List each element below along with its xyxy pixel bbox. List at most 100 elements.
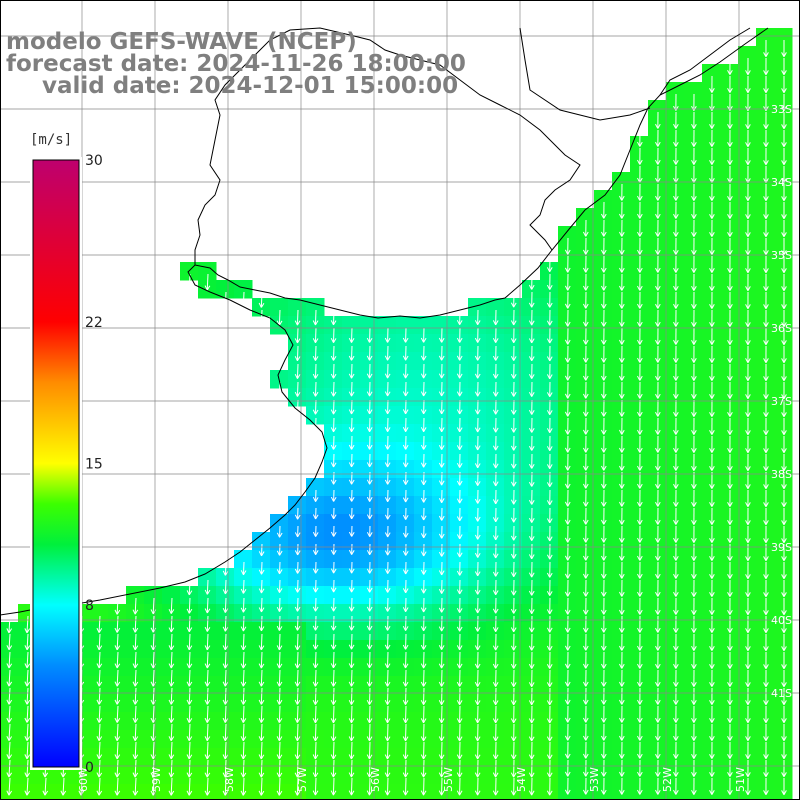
wind-arrow [528, 273, 535, 290]
wind-cell [378, 514, 397, 533]
wind-arrow [727, 75, 733, 93]
wind-arrow [618, 759, 625, 777]
wind-arrow [600, 381, 607, 399]
wind-arrow [745, 345, 751, 363]
wind-arrow [438, 579, 445, 594]
wind-cell [306, 316, 325, 335]
wind-arrow [492, 309, 499, 326]
wind-cell [378, 568, 397, 587]
wind-cell [468, 568, 487, 587]
wind-arrow [528, 579, 535, 596]
wind-arrow [546, 417, 553, 433]
wind-arrow [618, 399, 625, 417]
wind-arrow [618, 705, 625, 723]
wind-arrow [312, 363, 319, 379]
wind-arrow [258, 615, 265, 632]
wind-arrow [366, 507, 373, 520]
wind-cell [306, 586, 325, 605]
wind-arrow [330, 615, 337, 631]
wind-arrow [781, 741, 787, 760]
wind-cell [486, 334, 505, 353]
wind-arrow [727, 57, 733, 75]
wind-arrow [222, 705, 229, 723]
wind-arrow [546, 453, 553, 470]
wind-arrow [618, 471, 625, 489]
wind-arrow [691, 201, 697, 219]
wind-arrow [258, 741, 265, 760]
wind-arrow [745, 579, 751, 597]
wind-cell [414, 622, 433, 641]
wind-arrow [673, 741, 679, 759]
wind-arrow [24, 777, 31, 796]
wind-cell [324, 424, 343, 443]
wind-arrow [709, 363, 715, 381]
wind-arrow [709, 273, 715, 291]
wind-arrow [564, 579, 571, 597]
wind-cell [396, 370, 415, 389]
wind-arrow [564, 777, 571, 795]
wind-arrow [781, 147, 787, 166]
wind-cell [270, 298, 289, 317]
wind-cell [468, 586, 487, 605]
wind-arrow [474, 489, 481, 504]
lat-tick-label: 37S [771, 395, 792, 408]
wind-arrow [258, 543, 265, 557]
wind-arrow [402, 435, 409, 450]
wind-arrow [96, 777, 103, 796]
wind-arrow [673, 291, 679, 309]
wind-arrow [132, 723, 139, 742]
wind-arrow [655, 381, 661, 399]
wind-arrow [222, 579, 229, 595]
wind-arrow [528, 291, 535, 308]
wind-arrow [546, 597, 553, 615]
wind-arrow [240, 597, 247, 613]
wind-arrow [546, 273, 553, 290]
wind-arrow [402, 327, 409, 343]
wind-cell [432, 460, 451, 479]
wind-arrow [6, 633, 13, 651]
wind-cell [486, 388, 505, 407]
wind-arrow [600, 327, 607, 345]
wind-arrow [546, 687, 553, 706]
wind-arrow [312, 597, 319, 612]
wind-arrow [474, 705, 481, 724]
wind-arrow [474, 327, 481, 343]
wind-arrow [781, 525, 787, 544]
wind-arrow [492, 759, 499, 778]
wind-arrow [276, 669, 283, 687]
wind-arrow [24, 651, 31, 669]
wind-arrow [510, 687, 517, 706]
wind-arrow [637, 525, 643, 543]
wind-arrow [727, 723, 733, 741]
wind-arrow [745, 453, 751, 471]
wind-arrow [330, 309, 337, 326]
wind-cell [396, 334, 415, 353]
wind-arrow [600, 669, 607, 687]
wind-cell [252, 622, 271, 641]
wind-arrow [510, 669, 517, 687]
wind-arrow [312, 489, 319, 502]
wind-arrow [637, 633, 643, 651]
wind-cell [324, 352, 343, 371]
wind-arrow [366, 741, 373, 760]
wind-arrow [781, 381, 787, 400]
wind-arrow [564, 309, 571, 327]
wind-cell [486, 406, 505, 425]
wind-arrow [691, 507, 697, 525]
wind-cell [342, 352, 361, 371]
wind-arrow [222, 777, 229, 796]
wind-arrow [492, 363, 499, 379]
wind-arrow [312, 309, 319, 326]
wind-arrow [420, 399, 427, 415]
wind-arrow [402, 741, 409, 760]
wind-arrow [240, 651, 247, 669]
wind-cell [414, 442, 433, 461]
wind-cell [756, 784, 775, 800]
wind-cell [540, 496, 559, 515]
wind-arrow [637, 597, 643, 615]
wind-arrow [745, 129, 751, 147]
wind-cell [486, 568, 505, 587]
wind-cell [198, 604, 217, 623]
wind-arrow [6, 651, 13, 669]
wind-arrow [781, 75, 787, 94]
